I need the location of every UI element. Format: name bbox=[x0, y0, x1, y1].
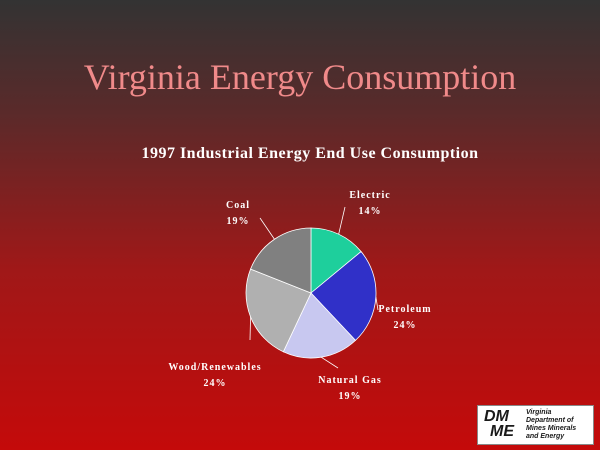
logo-mark-top: DM bbox=[484, 408, 509, 425]
leader-line bbox=[338, 206, 346, 235]
pie-slice-petroleum bbox=[310, 251, 377, 341]
slice-label: Coal bbox=[226, 200, 250, 211]
leader-line bbox=[249, 316, 251, 341]
pie-slice-wood-renewables bbox=[245, 268, 312, 353]
slice-percentage: 24% bbox=[394, 320, 417, 331]
logo-text-line: Department of bbox=[526, 417, 574, 424]
slice-label: Natural Gas bbox=[318, 375, 382, 386]
slice-percentage: 19% bbox=[227, 216, 250, 227]
slice-percentage: 19% bbox=[339, 391, 362, 402]
slice-label: Electric bbox=[349, 190, 390, 201]
leader-line bbox=[259, 217, 275, 240]
logo-text-line: Virginia bbox=[526, 409, 552, 416]
logo-text-line: and Energy bbox=[526, 433, 565, 440]
pie-slice-electric bbox=[310, 227, 362, 294]
pie-slice-coal bbox=[250, 227, 312, 294]
logo-mark-bottom: ME bbox=[490, 423, 514, 440]
slice-label: Petroleum bbox=[378, 304, 431, 315]
dmme-logo: DM ME Virginia Department of Mines Miner… bbox=[477, 405, 594, 445]
chart-title: 1997 Industrial Energy End Use Consumpti… bbox=[141, 145, 479, 162]
logo-text: Virginia Department of Mines Minerals an… bbox=[526, 409, 592, 441]
slide-title: Virginia Energy Consumption bbox=[83, 57, 517, 97]
logo-text-line: Mines Minerals bbox=[526, 425, 577, 432]
slice-label: Wood/Renewables bbox=[168, 362, 261, 373]
leader-line bbox=[375, 297, 379, 311]
slice-percentage: 24% bbox=[204, 378, 227, 389]
slice-percentage: 14% bbox=[359, 206, 382, 217]
dmme-logo-mark: DM ME bbox=[482, 408, 522, 442]
leader-line bbox=[320, 356, 339, 369]
